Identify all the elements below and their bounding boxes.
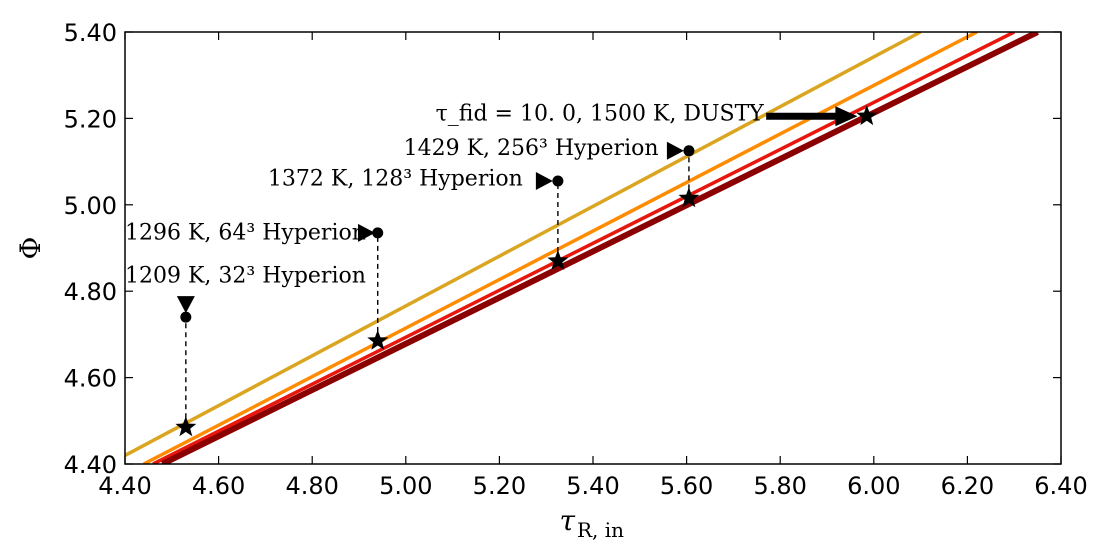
x-tick-label: 5.60	[660, 472, 713, 500]
y-axis-label: Φ	[14, 237, 47, 260]
y-tick-label: 5.40	[64, 19, 117, 47]
annotation-label-0: 1209 K, 32³ Hyperion	[125, 264, 366, 289]
triangle-marker-down-0	[176, 296, 195, 314]
triangle-marker-right-3	[666, 141, 684, 160]
dusty-arrow-head	[835, 106, 858, 127]
series-line-curve-goldenrod	[125, 32, 922, 457]
data-point-star-1	[367, 329, 389, 350]
x-axis-label-sub: R, in	[577, 518, 624, 542]
y-tick-label: 4.40	[64, 451, 117, 479]
annotation-label-1: 1296 K, 64³ Hyperion	[125, 220, 366, 245]
triangle-marker-right-1	[358, 223, 376, 242]
series-line-curve-red	[152, 32, 1015, 464]
x-axis-label-main: τ	[560, 504, 576, 537]
x-tick-label: 4.40	[98, 472, 151, 500]
y-tick-label: 4.80	[64, 278, 117, 306]
data-point-dot-0	[180, 311, 192, 323]
marker-layer	[175, 105, 878, 437]
data-point-dot-3	[683, 145, 695, 157]
annotation-label-4: τ_fid = 10. 0, 1500 K, DUSTY	[436, 102, 765, 127]
x-tick-label: 5.00	[379, 472, 432, 500]
x-tick-label: 6.00	[847, 472, 900, 500]
data-point-star-4	[856, 105, 878, 126]
data-point-star-0	[175, 416, 197, 437]
x-tick-label: 4.80	[285, 472, 338, 500]
y-tick-label: 5.20	[64, 105, 117, 133]
x-tick-label: 4.60	[192, 472, 245, 500]
annotation-layer: 1209 K, 32³ Hyperion 1296 K, 64³ Hyperion…	[125, 102, 764, 289]
x-tick-label: 6.40	[1034, 472, 1087, 500]
y-tick-label: 4.60	[64, 365, 117, 393]
x-tick-label: 6.20	[941, 472, 994, 500]
data-point-dot-1	[372, 227, 384, 239]
series-line-curve-darkred	[161, 32, 1039, 464]
data-point-star-3	[678, 187, 700, 208]
connector-layer	[185, 150, 690, 428]
annotation-label-3: 1429 K, 256³ Hyperion	[404, 136, 659, 161]
series-layer	[125, 32, 1039, 464]
x-tick-label: 5.80	[753, 472, 806, 500]
data-point-dot-2	[552, 175, 564, 187]
triangle-marker-right-2	[535, 172, 553, 191]
x-tick-label: 5.40	[566, 472, 619, 500]
series-line-curve-orange	[142, 32, 978, 464]
annotation-label-2: 1372 K, 128³ Hyperion	[268, 166, 523, 191]
x-tick-label: 5.20	[473, 472, 526, 500]
tick-layer: 4.40 4.60 4.80 5.00 5.20 5.40 5.60 5.80 6.00 6.20…	[64, 19, 1088, 500]
y-tick-label: 5.00	[64, 192, 117, 220]
x-axis-label: τ R, in	[560, 504, 625, 542]
data-point-star-2	[547, 250, 569, 270]
